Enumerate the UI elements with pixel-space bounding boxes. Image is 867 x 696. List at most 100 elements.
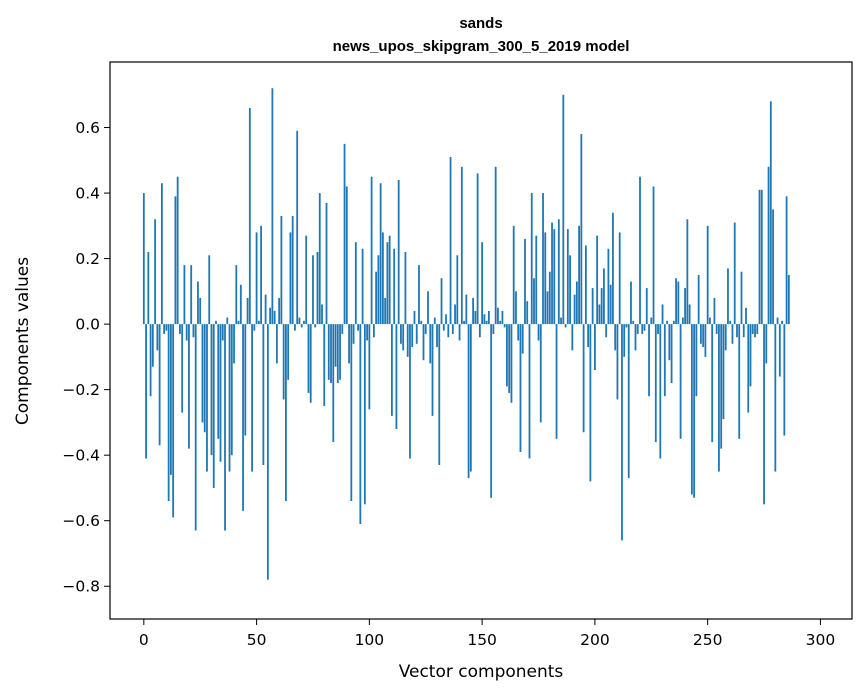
bar-91 (348, 324, 350, 364)
x-tick-label: 50 (247, 631, 267, 649)
bar-111 (393, 248, 396, 325)
bar-94 (354, 242, 357, 325)
bar-280 (774, 324, 777, 472)
bar-176 (539, 324, 542, 423)
bar-61 (280, 215, 283, 325)
bar-150 (481, 242, 484, 325)
x-tick-label: 250 (693, 631, 723, 649)
bar-153 (487, 311, 490, 325)
bar-1 (145, 324, 147, 459)
bar-245 (695, 324, 698, 397)
bar-59 (275, 324, 278, 364)
bar-225 (650, 317, 653, 325)
bar-181 (551, 222, 553, 325)
bar-41 (235, 265, 238, 325)
bar-100 (368, 324, 371, 410)
bar-231 (663, 324, 666, 397)
bar-268 (747, 324, 750, 413)
bar-14 (174, 196, 177, 325)
bar-70 (300, 324, 303, 328)
bar-144 (467, 324, 470, 479)
bar-129 (433, 317, 436, 325)
bar-237 (677, 281, 680, 325)
bar-161 (506, 324, 508, 387)
bar-112 (395, 324, 398, 429)
bar-248 (702, 324, 705, 348)
bar-178 (544, 232, 547, 325)
y-tick-label: 0.6 (75, 119, 100, 137)
bar-38 (228, 324, 231, 472)
bar-274 (760, 189, 763, 325)
bar-234 (670, 324, 673, 384)
bar-54 (264, 294, 267, 325)
y-tick-label: 0.4 (75, 185, 100, 203)
bar-123 (420, 320, 423, 325)
bar-66 (291, 215, 294, 325)
bar-256 (720, 324, 723, 449)
bar-167 (519, 324, 522, 452)
bar-208 (612, 212, 614, 325)
bar-21 (190, 265, 193, 325)
bar-35 (221, 324, 224, 341)
bar-281 (776, 317, 779, 325)
bar-148 (476, 173, 479, 325)
bar-252 (711, 324, 714, 443)
bar-97 (361, 248, 364, 325)
bar-224 (648, 324, 650, 397)
bar-175 (537, 324, 540, 341)
y-tick-label: 0.0 (75, 316, 100, 334)
bar-149 (478, 324, 481, 338)
bar-246 (697, 274, 700, 325)
bar-32 (215, 320, 217, 325)
bar-88 (341, 324, 344, 334)
bar-196 (584, 245, 587, 325)
bar-12 (169, 324, 172, 475)
bar-63 (285, 324, 287, 502)
y-axis-label: Components values (13, 257, 33, 425)
bar-223 (645, 288, 648, 325)
bar-126 (427, 291, 429, 325)
bar-96 (359, 324, 362, 524)
bar-232 (666, 320, 668, 325)
bar-65 (289, 232, 292, 325)
bar-271 (754, 324, 756, 338)
bar-219 (636, 324, 639, 334)
bar-120 (413, 311, 416, 325)
bar-130 (436, 324, 438, 348)
y-tick-label: −0.8 (62, 578, 100, 596)
bar-284 (783, 324, 786, 436)
bar-277 (767, 166, 770, 325)
bar-44 (242, 324, 244, 511)
bar-229 (659, 324, 662, 459)
bar-71 (303, 320, 305, 325)
bar-228 (657, 324, 659, 334)
bar-258 (724, 324, 727, 351)
bar-158 (499, 320, 502, 325)
x-tick-label: 0 (139, 631, 149, 649)
bar-24 (197, 281, 199, 325)
bar-145 (469, 324, 472, 472)
bar-251 (709, 317, 711, 325)
bar-174 (535, 235, 538, 325)
bar-267 (745, 307, 747, 325)
bar-95 (357, 324, 359, 331)
bar-236 (675, 278, 677, 325)
bar-151 (483, 314, 486, 325)
bar-157 (497, 307, 499, 325)
bar-192 (575, 281, 578, 325)
bar-217 (632, 320, 635, 325)
bar-103 (375, 271, 378, 325)
bar-22 (192, 324, 195, 338)
bar-89 (343, 143, 346, 325)
bar-233 (668, 324, 671, 361)
bar-20 (188, 324, 190, 449)
bar-179 (546, 291, 549, 325)
bar-79 (321, 304, 323, 325)
bar-40 (233, 324, 235, 364)
bar-230 (661, 304, 664, 325)
bar-78 (318, 193, 321, 325)
bar-10 (165, 324, 168, 331)
bar-282 (778, 324, 781, 377)
bar-49 (253, 324, 256, 331)
